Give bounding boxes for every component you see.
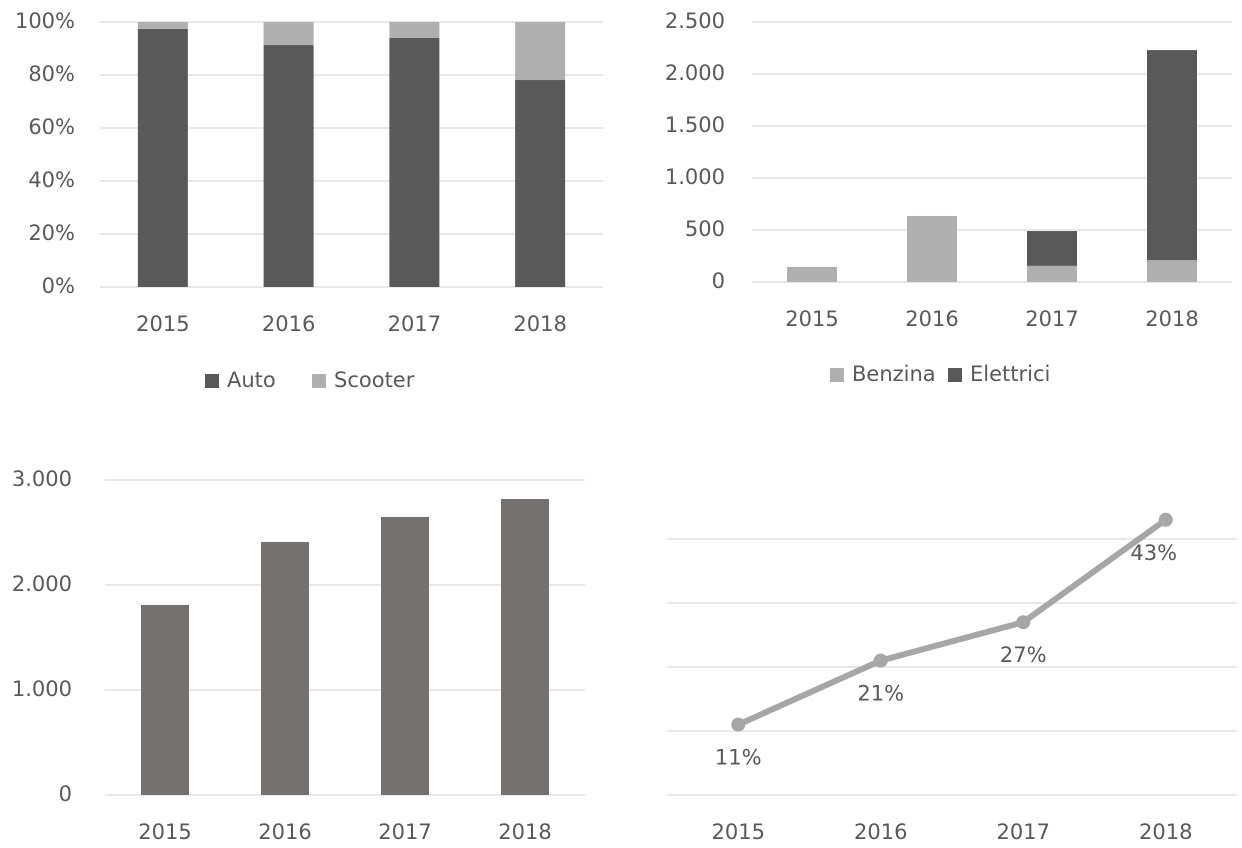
bar-segment [1147, 50, 1197, 261]
bar [381, 516, 429, 795]
x-tick-label: 2018 [513, 312, 566, 336]
y-tick-label: 500 [685, 217, 725, 241]
y-tick-label: 3.000 [12, 467, 72, 491]
y-tick-label: 2.000 [12, 572, 72, 596]
x-tick-label: 2016 [262, 312, 315, 336]
bar-segment [1147, 260, 1197, 282]
x-tick-label: 2016 [258, 820, 311, 844]
x-tick-label: 2017 [378, 820, 431, 844]
bar-segment [263, 45, 314, 288]
x-tick-label: 2015 [136, 312, 189, 336]
bar-segment [263, 22, 314, 46]
y-tick-label: 2.000 [665, 61, 725, 85]
data-label: 27% [1000, 643, 1047, 667]
x-tick-label: 2015 [712, 820, 765, 844]
bar-segment [137, 28, 188, 287]
data-label: 11% [715, 746, 762, 770]
y-tick-label: 1.500 [665, 113, 725, 137]
bar [501, 499, 549, 795]
y-tick-label: 60% [28, 115, 75, 139]
bar-segment [787, 266, 837, 282]
legend-label: Scooter [334, 368, 415, 392]
legend-swatch [205, 374, 219, 388]
y-tick-label: 0 [712, 269, 725, 293]
y-tick-label: 0 [59, 782, 72, 806]
x-tick-label: 2018 [1139, 820, 1192, 844]
x-tick-label: 2017 [997, 820, 1050, 844]
data-label: 43% [1130, 541, 1177, 565]
data-label: 21% [857, 682, 904, 706]
x-tick-label: 2017 [1025, 307, 1078, 331]
bar-segment [137, 22, 188, 29]
bar-segment [1027, 231, 1077, 266]
y-tick-label: 1.000 [12, 677, 72, 701]
line [737, 517, 1168, 728]
x-tick-label: 2018 [1145, 307, 1198, 331]
y-tick-label: 100% [15, 9, 75, 33]
y-tick-label: 20% [28, 221, 75, 245]
bar-segment [389, 22, 440, 38]
legend-label: Auto [227, 368, 276, 392]
y-tick-label: 1.000 [665, 165, 725, 189]
x-tick-label: 2016 [854, 820, 907, 844]
legend-swatch [830, 368, 844, 382]
bar [261, 541, 309, 795]
bar-segment [515, 22, 566, 81]
bar [141, 604, 189, 795]
bar-segment [1027, 265, 1077, 282]
y-tick-label: 40% [28, 168, 75, 192]
x-tick-label: 2015 [785, 307, 838, 331]
line-point [1158, 512, 1173, 527]
y-tick-label: 0% [42, 274, 75, 298]
x-tick-label: 2016 [905, 307, 958, 331]
line-point [1016, 615, 1031, 630]
x-tick-label: 2017 [388, 312, 441, 336]
legend-swatch [312, 374, 326, 388]
line-point [731, 717, 746, 732]
legend-label: Elettrici [970, 362, 1050, 386]
y-tick-label: 80% [28, 62, 75, 86]
bar-segment [907, 215, 957, 282]
line-point [873, 653, 888, 668]
x-tick-label: 2015 [138, 820, 191, 844]
bar-segment [389, 37, 440, 288]
y-tick-label: 2.500 [665, 9, 725, 33]
legend-label: Benzina [852, 362, 936, 386]
x-tick-label: 2018 [498, 820, 551, 844]
legend-swatch [948, 368, 962, 382]
bar-segment [515, 80, 566, 287]
